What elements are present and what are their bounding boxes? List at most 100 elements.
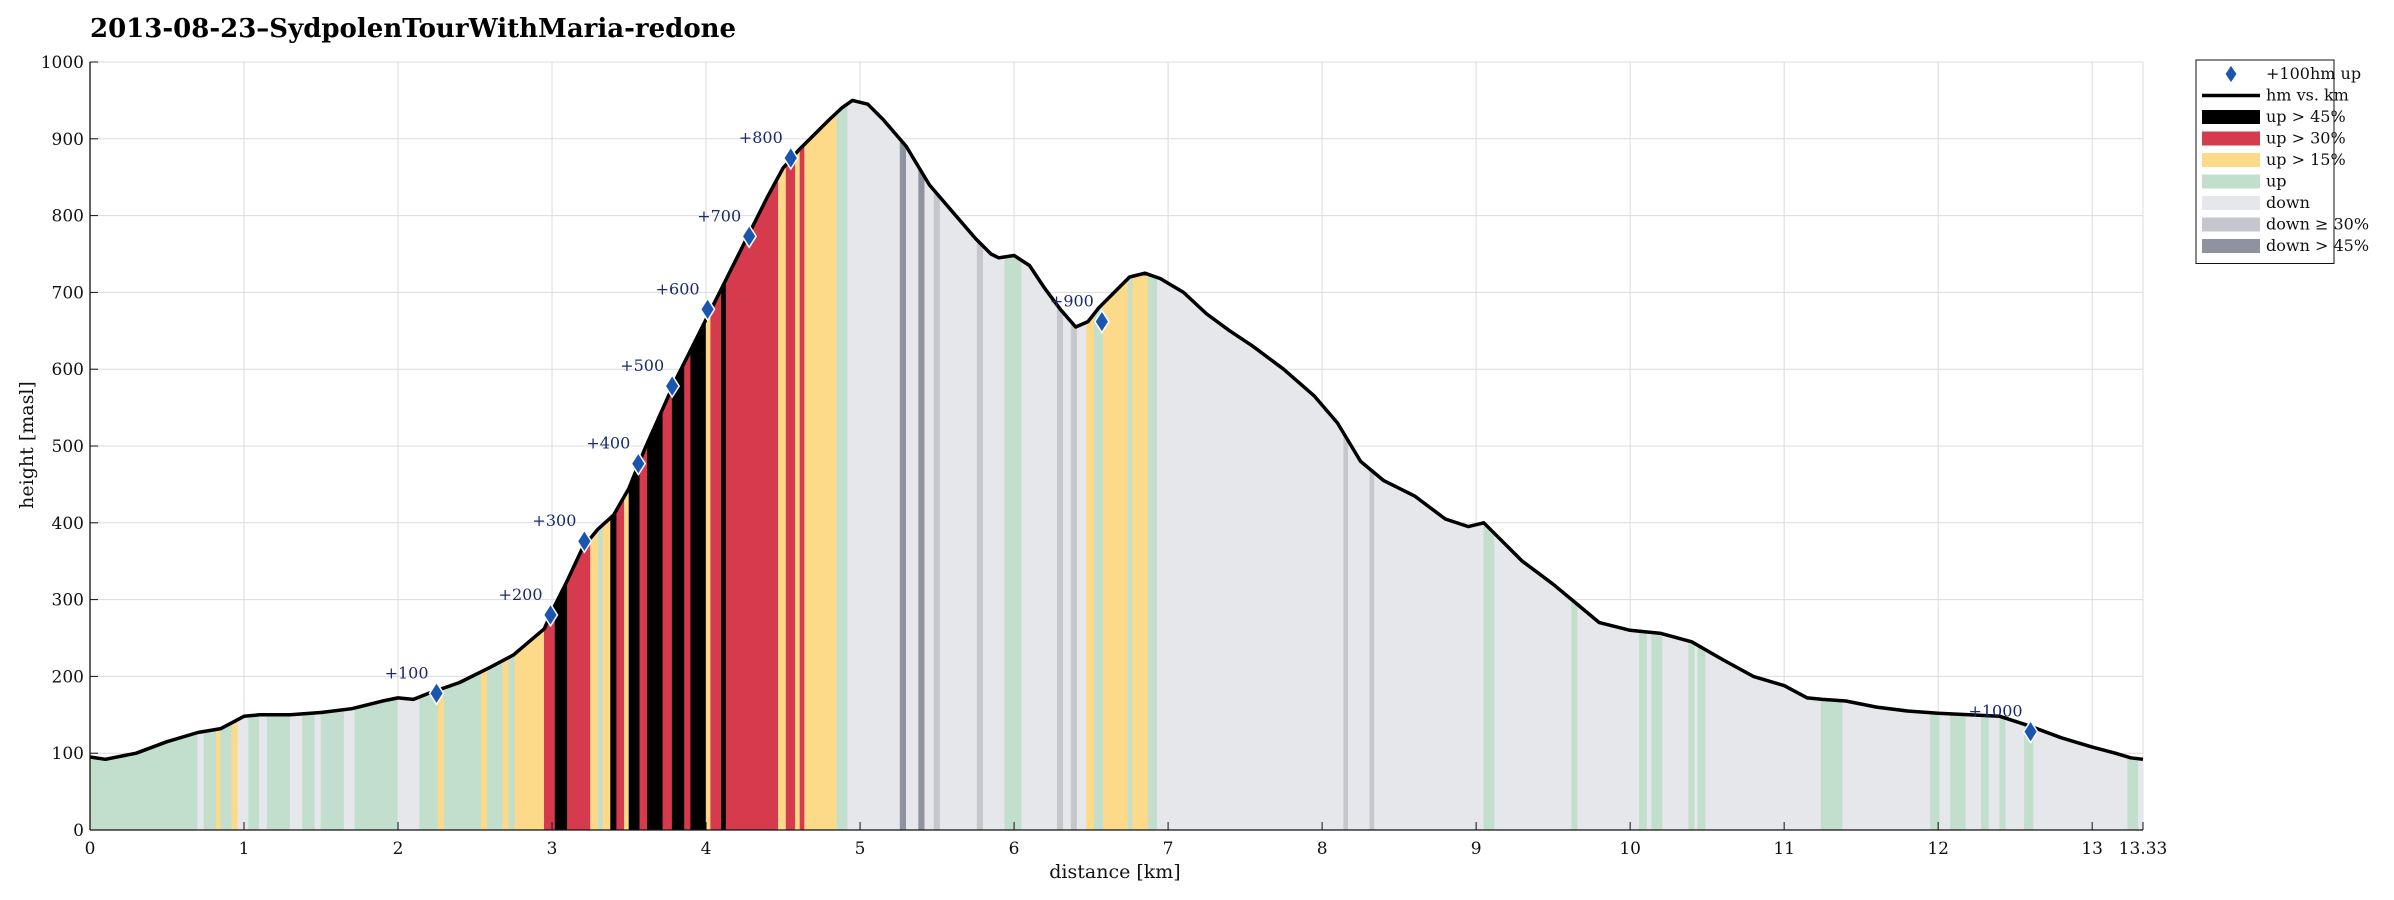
- segment-down45: [899, 138, 907, 831]
- segment-down: [1348, 439, 1371, 831]
- legend-entry: up > 30%: [2266, 129, 2346, 148]
- segment-up: [1999, 715, 2007, 831]
- segment-up15: [514, 628, 545, 831]
- x-tick-label: 10: [1619, 839, 1641, 859]
- y-tick-label: 700: [52, 283, 84, 303]
- elevation-markers: +100 +200 +300 +400 +500 +600 +700 +800 +900 +100…: [385, 128, 2039, 745]
- legend-entry: up > 15%: [2266, 150, 2346, 169]
- segment-up30: [543, 604, 556, 831]
- segment-down30: [933, 189, 941, 831]
- elevation-marker: [1093, 309, 1110, 334]
- segment-down: [982, 245, 1006, 831]
- legend-swatch-up: [2202, 174, 2260, 189]
- segment-up15: [624, 487, 630, 831]
- elevation-marker-label: +100: [385, 663, 429, 682]
- segment-down: [197, 731, 205, 831]
- legend-entry: down: [2266, 193, 2310, 212]
- segment-down: [1076, 321, 1087, 831]
- x-axis-label: distance [km]: [1049, 861, 1180, 883]
- y-tick-label: 300: [52, 591, 84, 611]
- segment-up: [1950, 713, 1967, 831]
- segment-up: [1639, 630, 1648, 831]
- segment-up: [1820, 698, 1843, 831]
- legend-entry: +100hm up: [2266, 64, 2361, 83]
- segment-up15: [795, 148, 801, 831]
- segment-down: [2005, 717, 2025, 831]
- segment-down: [2138, 758, 2144, 831]
- segment-up: [1483, 522, 1495, 831]
- segment-up15: [804, 111, 838, 831]
- profile-line-group: [89, 98, 2144, 762]
- segment-up45: [647, 408, 664, 831]
- segment-up: [836, 103, 849, 831]
- segment-up15: [1086, 312, 1095, 831]
- segment-up30: [616, 495, 625, 831]
- segment-up15: [602, 517, 611, 831]
- segment-up: [2127, 756, 2139, 831]
- elevation-marker-label: +600: [656, 279, 700, 298]
- segment-up30: [799, 143, 805, 831]
- x-tick-label: 6: [1009, 839, 1020, 859]
- legend-swatch-down30: [2202, 217, 2260, 232]
- legend-entry: up: [2266, 172, 2287, 191]
- segment-up: [354, 697, 399, 831]
- segment-down45: [918, 165, 926, 831]
- x-tick-label: 3: [547, 839, 558, 859]
- segment-up: [1688, 640, 1696, 831]
- segment-down30: [976, 239, 984, 831]
- y-tick-label: 500: [52, 437, 84, 457]
- segment-up15: [1132, 272, 1149, 831]
- segment-up: [320, 709, 345, 831]
- segment-down: [1063, 311, 1072, 831]
- segment-up30: [785, 153, 796, 831]
- segment-up45: [610, 508, 618, 831]
- legend-swatch-up15: [2202, 153, 2260, 167]
- segment-up30: [684, 349, 692, 831]
- elevation-marker-label: +1000: [1968, 702, 2022, 721]
- legend-entry: hm vs. km: [2266, 86, 2349, 105]
- segment-up: [89, 756, 108, 831]
- segment-up15: [590, 528, 599, 831]
- elevation-marker: [542, 602, 559, 628]
- legend: +100hm up hm vs. km up > 45% up > 30% up > 1…: [2195, 59, 2369, 264]
- y-axis-label: height [masl]: [16, 381, 38, 509]
- legend-marker-swatch: [2224, 64, 2238, 84]
- elevation-marker-label: +700: [697, 206, 741, 225]
- segment-down: [289, 713, 303, 831]
- segment-up45: [554, 580, 568, 831]
- tick-labels: 0 1 2 3 4 5 6 7 8 9 10 11 12 13 13.3301002003004005006…: [41, 53, 2168, 859]
- segment-up: [220, 722, 232, 831]
- legend-entry: up > 45%: [2266, 107, 2346, 126]
- segment-down: [1662, 633, 1689, 831]
- y-tick-label: 1000: [41, 53, 84, 73]
- y-tick-label: 400: [52, 514, 84, 534]
- segment-down: [343, 707, 356, 831]
- elevation-marker-label: +500: [620, 356, 664, 375]
- segment-up: [1093, 302, 1104, 831]
- legend-swatch-up45: [2202, 110, 2260, 124]
- segment-up15: [480, 668, 488, 831]
- segment-down: [314, 712, 322, 831]
- segment-down: [1577, 604, 1640, 831]
- elevation-marker: [2022, 719, 2039, 745]
- segment-up30: [710, 288, 722, 831]
- elevation-marker-label: +800: [739, 128, 783, 147]
- y-tick-label: 200: [52, 667, 84, 687]
- segment-up45: [721, 279, 727, 831]
- segment-up: [302, 712, 316, 831]
- segment-up15: [216, 728, 222, 831]
- x-tick-label: 12: [1927, 839, 1949, 859]
- x-tick-label: 1: [239, 839, 250, 859]
- segment-up15: [437, 687, 445, 831]
- elevation-marker: [741, 223, 758, 249]
- axes: [89, 61, 2144, 831]
- elevation-marker: [699, 296, 716, 322]
- y-tick-label: 600: [52, 360, 84, 380]
- segment-up15: [705, 309, 712, 831]
- segment-down: [1965, 714, 1982, 831]
- segment-up45: [690, 319, 707, 831]
- segment-up30: [639, 442, 648, 831]
- legend-entry: down ≥ 30%: [2266, 215, 2369, 234]
- chart-title: 2013-08-23–SydpolenTourWithMaria-redone: [90, 14, 736, 44]
- elevation-marker: [428, 680, 445, 706]
